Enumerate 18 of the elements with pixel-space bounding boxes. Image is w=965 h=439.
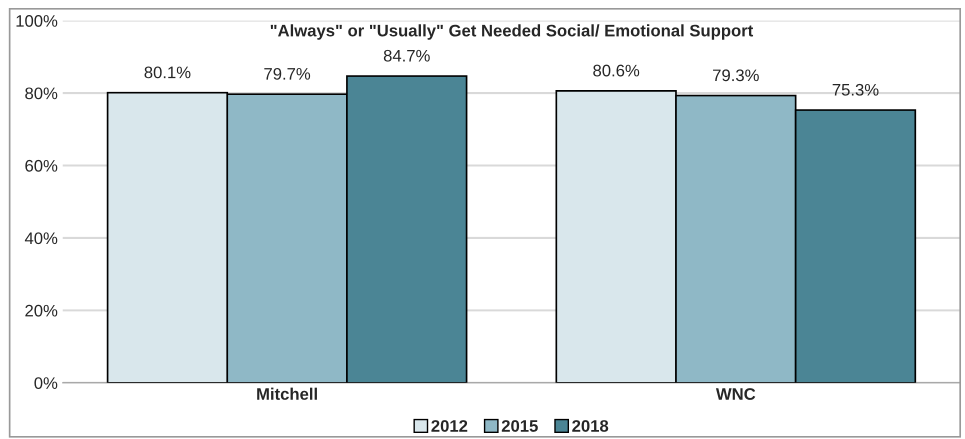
legend-label: 2018 — [572, 420, 608, 432]
data-label: 84.7% — [384, 50, 430, 62]
x-tick-label: Mitchell — [257, 388, 317, 400]
legend-label: 2012 — [431, 420, 468, 432]
data-label: 75.3% — [832, 84, 879, 96]
y-tick-label: 20% — [25, 304, 58, 317]
x-tick-label: WNC — [716, 388, 756, 400]
data-label: 79.3% — [713, 69, 759, 82]
data-label: 80.1% — [144, 66, 190, 78]
y-tick-label: 60% — [25, 160, 58, 172]
y-tick-label: 100% — [16, 15, 58, 27]
y-tick-label: 80% — [25, 87, 58, 100]
y-tick-label: 40% — [24, 232, 58, 244]
legend-label: 2015 — [502, 420, 538, 432]
data-label: 80.6% — [593, 64, 640, 76]
data-label: 79.7% — [264, 68, 310, 80]
chart-title: "Always" or "Usually" Get Needed Social/ Emotional Support — [270, 24, 754, 40]
y-tick-label: 0% — [34, 377, 58, 390]
